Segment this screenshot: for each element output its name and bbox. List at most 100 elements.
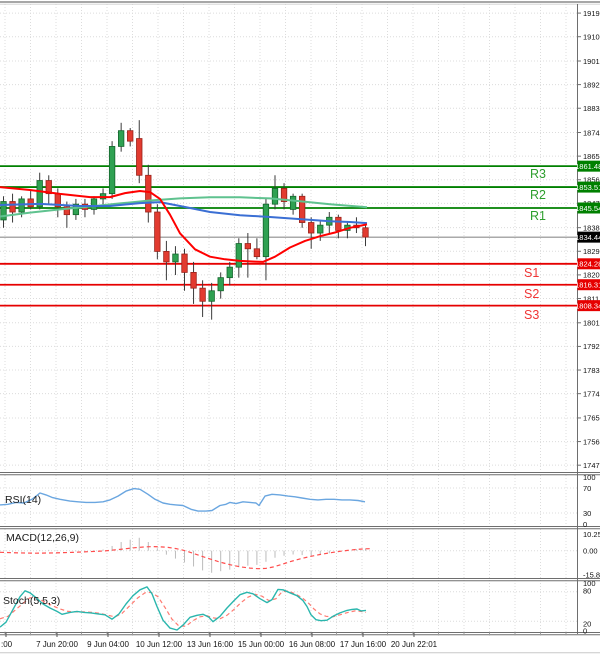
candle-down bbox=[45, 180, 52, 195]
level-price-badge-s1 bbox=[577, 258, 600, 270]
price-axis-label: 1811.05 bbox=[583, 294, 600, 303]
time-axis-label: 15 Jun 00:00 bbox=[238, 640, 285, 649]
level-price-badge-r3 bbox=[577, 160, 600, 172]
candle-up bbox=[226, 266, 233, 279]
level-price-badge-s3 bbox=[577, 300, 600, 312]
rsi-scale-label: 30 bbox=[583, 509, 591, 518]
moving-averages-layer bbox=[0, 186, 368, 263]
candle-down bbox=[253, 248, 261, 258]
candle-down bbox=[181, 253, 188, 273]
candle-up bbox=[0, 201, 7, 221]
level-price-badge-r2 bbox=[577, 181, 600, 193]
macd-pane bbox=[0, 537, 373, 573]
candle-down bbox=[127, 130, 134, 142]
candle-down bbox=[163, 251, 170, 263]
time-axis: :00 7 Jun 20:00 9 Jun 04:00 10 Jun 12:00 13 … bbox=[1, 632, 567, 649]
svg-text:1853.51: 1853.51 bbox=[575, 183, 600, 192]
candle-down bbox=[335, 216, 342, 231]
stoch-k-line bbox=[0, 586, 367, 631]
candle-down bbox=[136, 138, 143, 176]
stoch-scale-label: 20 bbox=[583, 620, 591, 629]
macd-scale-label: 0.00 bbox=[583, 547, 598, 556]
candle-down bbox=[154, 211, 161, 252]
candle-up bbox=[90, 198, 98, 210]
time-axis-label: 16 Jun 08:00 bbox=[289, 640, 336, 649]
candle-down bbox=[298, 195, 306, 223]
rsi-scale-label: 100 bbox=[583, 473, 596, 482]
stoch-d-line bbox=[0, 590, 367, 627]
svg-text:1845.54: 1845.54 bbox=[575, 204, 600, 213]
candle-up bbox=[217, 277, 224, 292]
price-badge-layer: 1861.48 1853.51 1845.54 1824.28 1816.31 1808.… bbox=[575, 160, 600, 312]
candle-up bbox=[36, 180, 43, 208]
candle-down bbox=[63, 206, 70, 216]
svg-text:1861.48: 1861.48 bbox=[575, 162, 600, 171]
macd-signal-line bbox=[0, 545, 373, 570]
svg-text:1808.34: 1808.34 bbox=[575, 301, 600, 310]
ma-mid-line bbox=[0, 201, 368, 225]
time-axis-label: 10 Jun 12:00 bbox=[136, 640, 183, 649]
price-axis-label: 1856.30 bbox=[583, 176, 600, 185]
candle-up bbox=[18, 198, 25, 213]
candle-down bbox=[244, 243, 252, 250]
price-axis-label: 1765.55 bbox=[583, 414, 600, 423]
rsi-scale-label: 70 bbox=[583, 484, 591, 493]
candle-up bbox=[235, 243, 242, 268]
current-price-badge bbox=[577, 231, 600, 243]
rsi-pane bbox=[0, 487, 366, 512]
time-axis-label: :00 bbox=[1, 640, 13, 649]
price-axis-label: 1865.30 bbox=[583, 152, 600, 161]
candle-up bbox=[262, 203, 270, 258]
price-axis-label: 1756.55 bbox=[583, 437, 600, 446]
candle-up bbox=[72, 203, 80, 216]
price-axis-label: 1910.80 bbox=[583, 33, 600, 42]
price-axis-label: 1892.55 bbox=[583, 80, 600, 89]
price-axis-label: 1874.30 bbox=[583, 128, 600, 137]
price-axis-label: 1792.80 bbox=[583, 342, 600, 351]
svg-text:1816.31: 1816.31 bbox=[575, 281, 600, 290]
price-axis-label: 1783.80 bbox=[583, 366, 600, 375]
stoch-scale-label: 100 bbox=[583, 579, 596, 588]
grid-layer bbox=[0, 4, 577, 632]
price-axis-label: 1801.80 bbox=[583, 319, 600, 328]
svg-text:1824.28: 1824.28 bbox=[575, 260, 600, 269]
price-axis-label: 1901.55 bbox=[583, 57, 600, 66]
price-axis-label: 1829.05 bbox=[583, 247, 600, 256]
time-axis-label: 9 Jun 04:00 bbox=[87, 640, 129, 649]
candle-down bbox=[9, 201, 16, 213]
candle-down bbox=[27, 198, 34, 208]
time-axis-label: 20 Jun 22:01 bbox=[391, 640, 438, 649]
time-axis-label: 13 Jun 16:00 bbox=[187, 640, 234, 649]
price-axis-label: 1747.55 bbox=[583, 461, 600, 470]
level-price-badge-r1 bbox=[577, 202, 600, 214]
candle-down bbox=[362, 227, 369, 238]
candle-down bbox=[280, 188, 288, 202]
rsi-scale-label: 0 bbox=[583, 520, 587, 529]
stoch-scale-label: 80 bbox=[583, 587, 591, 596]
rsi-line bbox=[0, 487, 366, 512]
candle-down bbox=[308, 222, 315, 234]
price-axis-label: 1838.05 bbox=[583, 223, 600, 232]
svg-text:1834.44: 1834.44 bbox=[575, 233, 600, 242]
time-axis-label: 7 Jun 20:00 bbox=[36, 640, 78, 649]
macd-scale-label: -15.845 bbox=[583, 571, 600, 580]
price-axis: 1919.80 1910.80 1901.55 1892.55 1883.55 1874.… bbox=[577, 9, 600, 636]
price-axis-label: 1883.55 bbox=[583, 104, 600, 113]
candle-up bbox=[208, 290, 215, 302]
ma-fast-line bbox=[0, 186, 368, 263]
ma-slow-line bbox=[0, 196, 368, 218]
candle-down bbox=[199, 287, 206, 302]
candle-up bbox=[172, 253, 179, 263]
candle-up bbox=[317, 224, 324, 234]
level-price-badge-s2 bbox=[577, 279, 600, 291]
stoch-scale-label: 0 bbox=[583, 627, 587, 636]
candle-up bbox=[271, 188, 279, 205]
price-axis-label: 1919.80 bbox=[583, 9, 600, 18]
candle-up bbox=[118, 130, 125, 147]
price-axis-label: 1820.05 bbox=[583, 271, 600, 280]
candle-down bbox=[145, 174, 152, 213]
